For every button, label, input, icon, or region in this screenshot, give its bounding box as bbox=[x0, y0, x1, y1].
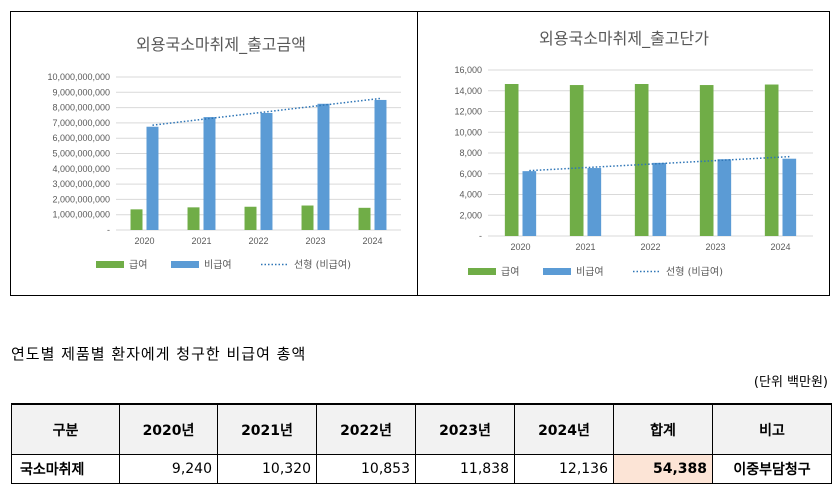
trendline bbox=[529, 155, 790, 172]
bar-covered bbox=[130, 209, 143, 230]
y-tick-label: 2,000,000,000 bbox=[52, 194, 110, 204]
bar-non-covered bbox=[146, 126, 159, 230]
legend-label-non-covered: 비급여 bbox=[576, 266, 604, 278]
x-tick-label: 2024 bbox=[362, 236, 382, 246]
x-tick-label: 2023 bbox=[305, 236, 325, 246]
bar-non-covered bbox=[522, 171, 537, 236]
legend-label-trendline: 선형 (비급여) bbox=[294, 259, 351, 271]
cell-2023: 11,838 bbox=[415, 454, 515, 484]
cell-2022: 10,853 bbox=[316, 454, 416, 484]
bar-covered bbox=[569, 85, 584, 236]
cell-2021: 10,320 bbox=[217, 454, 317, 484]
x-tick-label: 2022 bbox=[248, 236, 268, 246]
header-2021: 2021년 bbox=[217, 403, 317, 455]
legend-swatch-non-covered bbox=[543, 268, 571, 275]
bar-non-covered bbox=[260, 112, 273, 230]
cell-remarks: 이중부담청구 bbox=[712, 454, 832, 484]
unit-note: (단위 백만원) bbox=[753, 375, 828, 390]
y-tick-label: 2,000 bbox=[459, 210, 482, 220]
legend-label-covered: 급여 bbox=[501, 266, 519, 278]
bar-covered bbox=[634, 84, 649, 236]
y-tick-label: 4,000,000,000 bbox=[52, 164, 110, 174]
y-tick-label: 6,000 bbox=[459, 169, 482, 179]
y-tick-label: 4,000 bbox=[459, 190, 482, 200]
header-remarks: 비고 bbox=[712, 403, 832, 455]
x-tick-label: 2023 bbox=[705, 242, 725, 252]
row-label: 국소마취제 bbox=[11, 454, 120, 484]
bar-non-covered bbox=[587, 168, 602, 236]
y-tick-label: 8,000 bbox=[459, 148, 482, 158]
bar-non-covered bbox=[782, 158, 797, 236]
cell-2020: 9,240 bbox=[119, 454, 218, 484]
bar-covered bbox=[301, 205, 314, 230]
y-tick-label: - bbox=[107, 225, 110, 235]
y-tick-label: 3,000,000,000 bbox=[52, 179, 110, 189]
y-tick-label: 5,000,000,000 bbox=[52, 149, 110, 159]
x-tick-label: 2024 bbox=[770, 242, 790, 252]
header-2023: 2023년 bbox=[415, 403, 515, 455]
header-2024: 2024년 bbox=[514, 403, 614, 455]
table-caption: 연도별 제품별 환자에게 청구한 비급여 총액 bbox=[11, 345, 307, 363]
bar-covered bbox=[699, 85, 714, 236]
header-category: 구분 bbox=[11, 403, 120, 455]
legend-label-covered: 급여 bbox=[129, 259, 147, 271]
header-total: 합계 bbox=[613, 403, 713, 455]
y-tick-label: 10,000 bbox=[454, 127, 482, 137]
y-tick-label: 16,000 bbox=[454, 65, 482, 75]
cell-2024: 12,136 bbox=[514, 454, 614, 484]
bar-covered bbox=[244, 206, 257, 230]
bar-non-covered bbox=[317, 103, 330, 230]
legend-label-non-covered: 비급여 bbox=[204, 259, 232, 271]
bar-non-covered bbox=[652, 162, 667, 236]
x-tick-label: 2020 bbox=[134, 236, 154, 246]
y-tick-label: 6,000,000,000 bbox=[52, 133, 110, 143]
header-2020: 2020년 bbox=[119, 403, 218, 455]
chart-title: 외용국소마취제_출고금액 bbox=[136, 35, 306, 55]
bar-covered bbox=[358, 207, 371, 230]
chart-shipment-amount: 외용국소마취제_출고금액 - 1,000,000,000 2,000,000,000 3… bbox=[47, 35, 401, 271]
legend-swatch-covered bbox=[96, 261, 124, 268]
cell-total: 54,388 bbox=[613, 454, 713, 484]
chart-panel-unit-price: 외용국소마취제_출고단가 - 2,000 4,000 6,000 8,000 10,000 1… bbox=[417, 11, 830, 296]
legend-swatch-covered bbox=[468, 268, 496, 275]
y-tick-label: 10,000,000,000 bbox=[47, 72, 110, 82]
y-tick-label: 8,000,000,000 bbox=[52, 103, 110, 113]
chart-title: 외용국소마취제_출고단가 bbox=[539, 29, 709, 49]
bar-non-covered bbox=[374, 99, 387, 230]
legend-label-trendline: 선형 (비급여) bbox=[666, 266, 723, 278]
bar-non-covered bbox=[717, 159, 732, 236]
table-row: 국소마취제 9,240 10,320 10,853 11,838 12,136 … bbox=[11, 454, 832, 484]
x-tick-label: 2021 bbox=[575, 242, 595, 252]
chart-panel-shipment-amount: 외용국소마취제_출고금액 - 1,000,000,000 2,000,000,000 3… bbox=[10, 11, 417, 296]
chart-unit-price: 외용국소마취제_출고단가 - 2,000 4,000 6,000 8,000 10,000 1… bbox=[454, 29, 813, 278]
y-tick-label: - bbox=[479, 231, 482, 241]
bar-non-covered bbox=[203, 117, 216, 230]
x-tick-label: 2020 bbox=[510, 242, 530, 252]
y-tick-label: 12,000 bbox=[454, 107, 482, 117]
y-tick-label: 1,000,000,000 bbox=[52, 210, 110, 220]
legend-swatch-non-covered bbox=[171, 261, 199, 268]
x-tick-label: 2022 bbox=[640, 242, 660, 252]
table-header-row: 구분 2020년 2021년 2022년 2023년 2024년 합계 비고 bbox=[11, 403, 832, 455]
summary-table: 구분 2020년 2021년 2022년 2023년 2024년 합계 비고 국… bbox=[11, 403, 832, 484]
y-tick-label: 7,000,000,000 bbox=[52, 118, 110, 128]
bar-covered bbox=[504, 84, 519, 236]
y-tick-label: 14,000 bbox=[454, 86, 482, 96]
x-tick-label: 2021 bbox=[191, 236, 211, 246]
y-tick-label: 9,000,000,000 bbox=[52, 87, 110, 97]
bar-covered bbox=[187, 207, 200, 230]
header-2022: 2022년 bbox=[316, 403, 416, 455]
bar-covered bbox=[764, 84, 779, 237]
